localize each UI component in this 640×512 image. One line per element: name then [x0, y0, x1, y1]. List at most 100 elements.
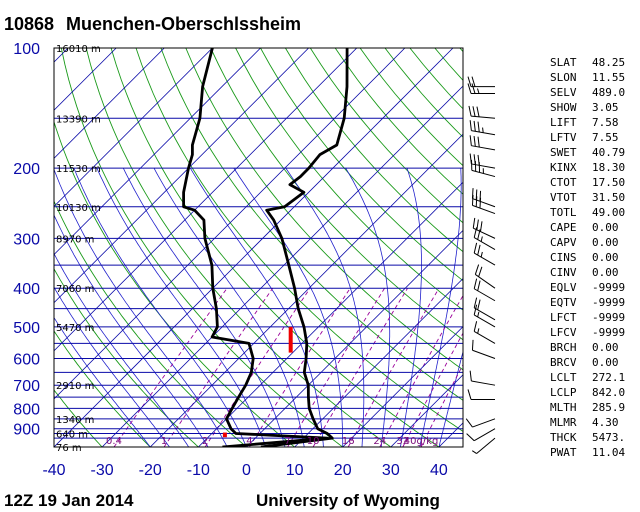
mixing-ratio-label: 16 — [342, 436, 355, 447]
isotherms — [54, 48, 463, 447]
isotherm-line — [198, 181, 463, 447]
height-label: 10130 m — [56, 203, 101, 214]
index-value: -9999 — [592, 296, 625, 309]
temperature-tick-label: -30 — [91, 462, 114, 479]
wind-barb — [469, 370, 496, 386]
mixing-ratio-label: 10 — [307, 436, 320, 447]
index-value: 11.04 — [592, 446, 625, 459]
index-value: 272.1 — [592, 371, 625, 384]
wind-barb — [471, 194, 496, 215]
index-name: BRCV — [550, 356, 577, 369]
pressure-tick-label: 900 — [13, 422, 40, 439]
index-name: VTOT — [550, 191, 577, 204]
isotherm-line — [149, 133, 463, 447]
temperature-tick-label: 20 — [334, 462, 352, 479]
isotherm-line — [54, 48, 406, 400]
index-value: 489.0 — [592, 86, 625, 99]
wind-barb — [471, 159, 496, 178]
index-name: SELV — [550, 86, 577, 99]
index-value: 0.00 — [592, 356, 619, 369]
wind-barb — [466, 428, 496, 442]
pressure-tick-label: 800 — [13, 401, 40, 418]
isobars — [54, 48, 463, 447]
station-name: Muenchen-Oberschlssheim — [66, 14, 301, 34]
wind-barb — [473, 321, 496, 344]
temperature-tick-label: 10 — [286, 462, 304, 479]
index-name: LCLP — [550, 386, 577, 399]
isotherm-line — [342, 326, 463, 447]
index-name: MLMR — [550, 416, 577, 429]
index-value: 0.00 — [592, 236, 619, 249]
temperature-tick-label: 0 — [242, 462, 251, 479]
mixing-ratio-line — [204, 287, 311, 447]
wind-barb — [469, 135, 496, 151]
red-markers — [222, 326, 293, 438]
isotherm-line — [54, 48, 165, 159]
height-labels: 16010 m 13390 m 11530 m 10130 m 8970 m 7060 m… — [56, 44, 101, 454]
dry-adiabat-line — [110, 48, 440, 447]
index-name: SWET — [550, 146, 577, 159]
moist-adiabat-line — [54, 252, 190, 447]
mixing-ratio-line — [347, 287, 440, 447]
index-name: PWAT — [550, 446, 577, 459]
height-label: 13390 m — [56, 114, 101, 125]
index-name: CINV — [550, 266, 577, 279]
plot-area — [54, 48, 463, 447]
mixing-ratio-label: 2 — [202, 436, 208, 447]
wind-barb — [473, 278, 496, 302]
index-value: 17.50 — [592, 176, 625, 189]
height-label: 2910 m — [56, 381, 94, 392]
wind-barb — [467, 83, 495, 94]
data-source: University of Wyoming — [256, 491, 440, 510]
moist-adiabat-line — [419, 168, 462, 447]
index-value: 31.50 — [592, 191, 625, 204]
index-value: 7.58 — [592, 116, 619, 129]
pressure-tick-label: 200 — [13, 161, 40, 178]
index-value: 48.25 — [592, 56, 625, 69]
index-name: THCK — [550, 431, 577, 444]
height-label: 16010 m — [56, 44, 101, 55]
wind-barb — [471, 188, 496, 208]
wind-barb — [471, 339, 496, 359]
isotherm-line — [101, 85, 463, 447]
isotherm-line — [54, 48, 358, 352]
moist-adiabat-line — [153, 167, 305, 447]
mixing-ratio-label: 24 — [373, 436, 386, 447]
index-name: LFTV — [550, 131, 577, 144]
height-label: 11530 m — [56, 164, 101, 175]
height-label: 5470 m — [56, 323, 94, 334]
height-label: 76 m — [56, 443, 82, 454]
dry-adiabats — [54, 48, 463, 447]
wind-barb — [472, 217, 496, 239]
mixing-ratio-line — [287, 287, 385, 447]
index-name: SLON — [550, 71, 577, 84]
index-name: SHOW — [550, 101, 577, 114]
pressure-tick-label: 300 — [13, 231, 40, 248]
isotherm-line — [246, 229, 463, 447]
wind-barb — [469, 153, 496, 169]
dry-adiabat-line — [54, 200, 247, 447]
wind-barb — [473, 242, 496, 266]
index-value: -9999 — [592, 311, 625, 324]
wind-barb — [473, 227, 496, 250]
isotherm-line — [54, 48, 213, 207]
isotherm-line — [54, 48, 261, 256]
index-name: EQLV — [550, 281, 577, 294]
wind-barbs — [465, 76, 496, 454]
temperature-tick-label: -10 — [187, 462, 210, 479]
index-value: 18.30 — [592, 161, 625, 174]
mixing-ratio-label: 0.4 — [106, 436, 122, 447]
index-name: CTOT — [550, 176, 577, 189]
isotherm-line — [54, 48, 309, 304]
mixing-ratio-label: 40g/kg — [404, 436, 439, 447]
station-id: 10868 — [4, 14, 54, 34]
observation-time: 12Z 19 Jan 2014 — [4, 491, 134, 510]
index-name: SLAT — [550, 56, 577, 69]
temperature-tick-label: 30 — [382, 462, 400, 479]
pressure-tick-label: 100 — [13, 41, 40, 58]
index-name: LIFT — [550, 116, 577, 129]
index-name: BRCH — [550, 341, 577, 354]
index-value: 4.30 — [592, 416, 619, 429]
index-value: -9999 — [592, 281, 625, 294]
